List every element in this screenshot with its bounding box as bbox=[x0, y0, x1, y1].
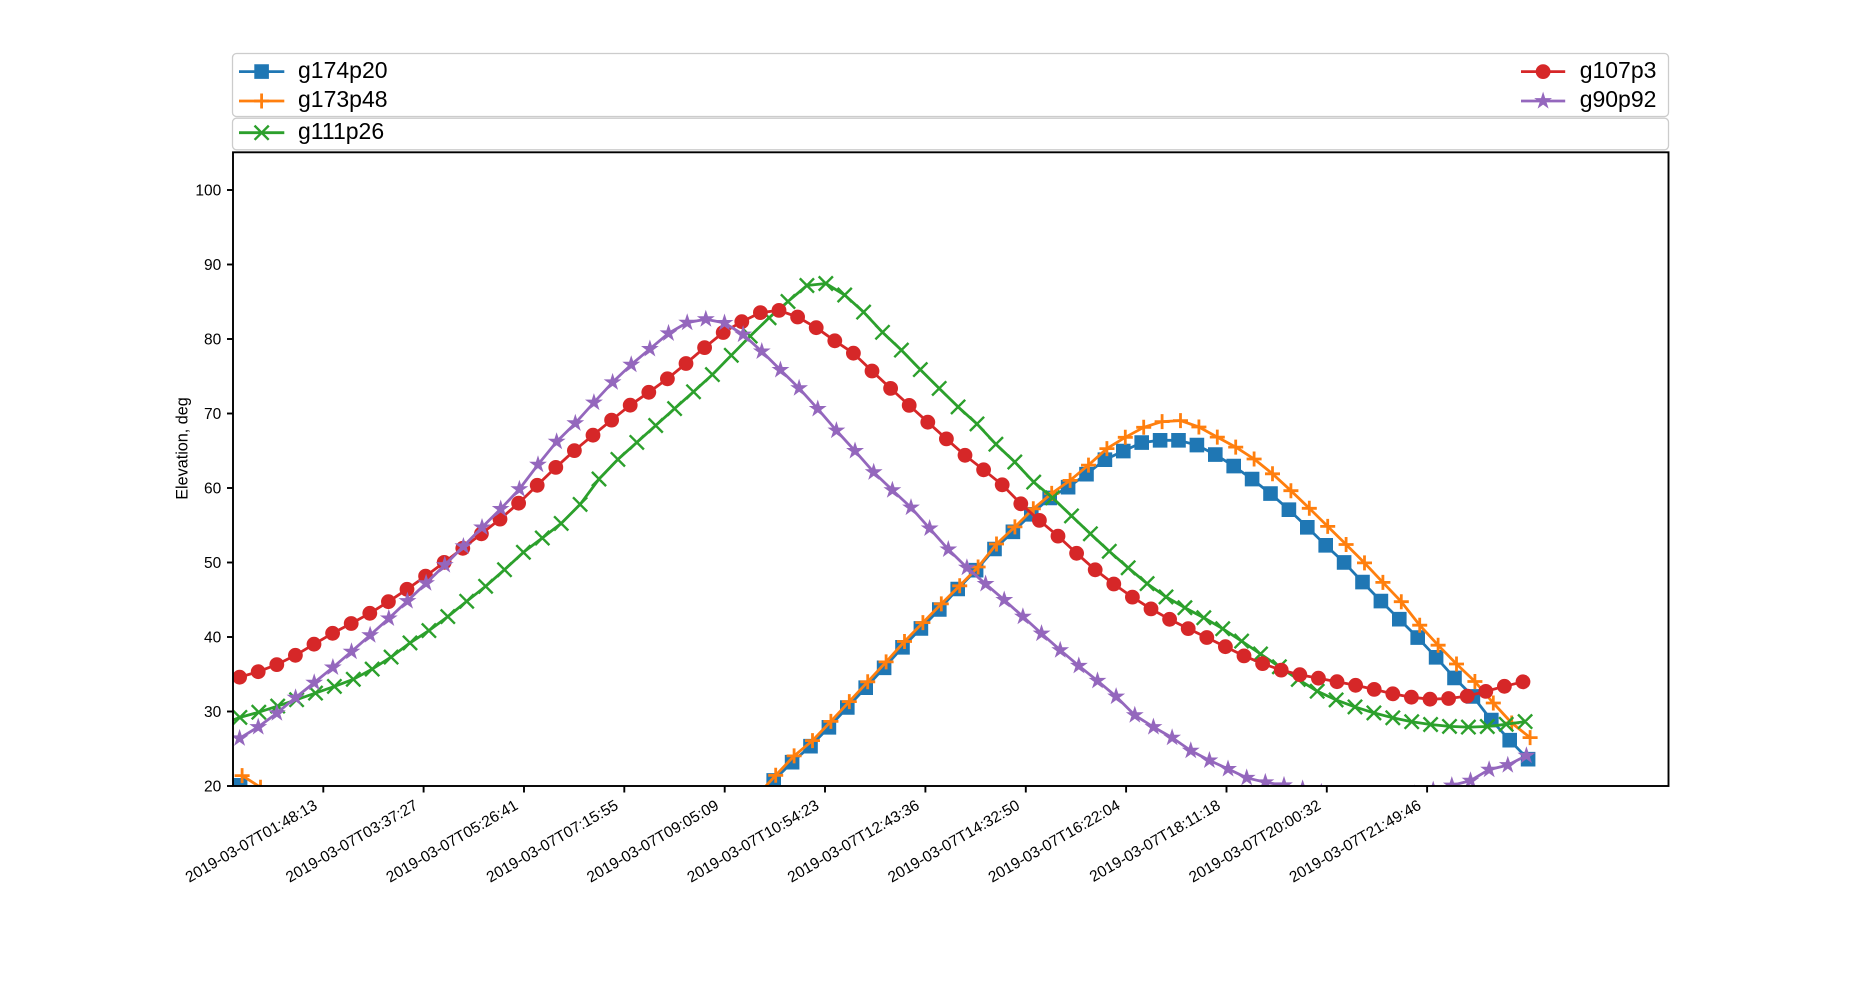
svg-text:30: 30 bbox=[204, 704, 222, 721]
svg-text:90: 90 bbox=[204, 257, 222, 274]
svg-text:g90p92: g90p92 bbox=[1580, 86, 1657, 112]
svg-text:60: 60 bbox=[204, 480, 222, 497]
svg-text:40: 40 bbox=[204, 629, 222, 646]
svg-text:g111p26: g111p26 bbox=[298, 118, 384, 144]
svg-text:80: 80 bbox=[204, 331, 222, 348]
svg-text:g174p20: g174p20 bbox=[298, 57, 388, 83]
svg-text:Elevation, deg: Elevation, deg bbox=[174, 397, 192, 500]
svg-text:g107p3: g107p3 bbox=[1580, 57, 1657, 83]
svg-text:50: 50 bbox=[204, 555, 222, 572]
svg-text:20: 20 bbox=[204, 778, 222, 795]
svg-text:70: 70 bbox=[204, 406, 222, 423]
svg-text:g173p48: g173p48 bbox=[298, 86, 388, 112]
svg-text:100: 100 bbox=[195, 182, 221, 199]
